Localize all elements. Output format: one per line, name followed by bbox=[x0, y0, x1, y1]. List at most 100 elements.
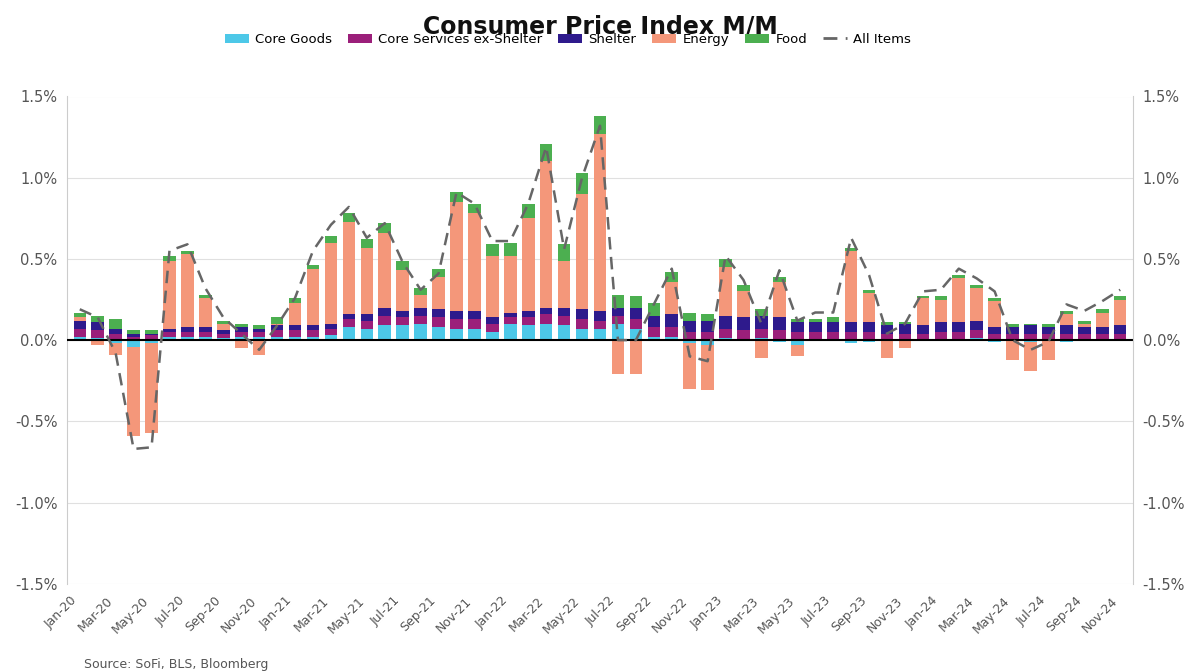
Bar bbox=[271, 330, 283, 337]
Bar bbox=[91, 316, 104, 322]
Bar bbox=[396, 325, 409, 340]
Legend: Core Goods, Core Services ex-Shelter, Shelter, Energy, Food, All Items: Core Goods, Core Services ex-Shelter, Sh… bbox=[220, 28, 917, 51]
Bar bbox=[737, 330, 750, 340]
Bar bbox=[127, 340, 140, 347]
Bar bbox=[576, 309, 588, 319]
Bar bbox=[307, 268, 319, 325]
Bar bbox=[630, 340, 642, 374]
Bar bbox=[917, 333, 929, 340]
Line: All Items: All Items bbox=[79, 125, 1121, 449]
Bar bbox=[127, 333, 140, 337]
Bar bbox=[827, 332, 840, 340]
Bar bbox=[91, 330, 104, 338]
Bar bbox=[325, 324, 337, 329]
Bar bbox=[881, 340, 893, 358]
Bar bbox=[989, 298, 1001, 301]
Bar bbox=[899, 324, 911, 333]
Bar bbox=[468, 319, 481, 329]
Bar bbox=[953, 275, 965, 278]
Bar bbox=[73, 329, 86, 337]
Bar bbox=[1007, 324, 1019, 327]
Bar bbox=[450, 329, 463, 340]
Bar bbox=[289, 298, 301, 303]
Bar bbox=[576, 329, 588, 340]
All Items bbox=[647, 301, 661, 309]
Bar bbox=[181, 254, 193, 327]
Bar bbox=[217, 338, 229, 340]
Bar bbox=[755, 329, 768, 338]
Bar bbox=[558, 244, 570, 260]
Bar bbox=[289, 337, 301, 340]
Bar bbox=[414, 316, 427, 324]
Bar bbox=[845, 322, 858, 332]
Bar bbox=[199, 295, 211, 298]
Bar bbox=[558, 307, 570, 316]
Bar bbox=[540, 314, 552, 324]
Bar bbox=[935, 297, 947, 299]
Bar bbox=[971, 338, 983, 340]
Bar bbox=[342, 213, 355, 221]
Bar bbox=[342, 327, 355, 340]
Bar bbox=[791, 319, 804, 322]
Bar bbox=[432, 317, 445, 327]
Bar bbox=[1007, 333, 1019, 340]
Bar bbox=[755, 340, 768, 358]
Bar bbox=[773, 282, 786, 317]
Bar bbox=[1025, 333, 1037, 340]
Bar bbox=[360, 321, 373, 329]
Bar bbox=[1096, 313, 1109, 327]
Bar bbox=[342, 221, 355, 314]
Bar bbox=[576, 194, 588, 309]
Bar bbox=[1096, 327, 1109, 333]
Bar bbox=[630, 307, 642, 319]
Bar bbox=[522, 317, 534, 325]
Bar bbox=[989, 301, 1001, 327]
Bar bbox=[971, 285, 983, 288]
Bar bbox=[630, 329, 642, 340]
Bar bbox=[199, 298, 211, 327]
Bar bbox=[1042, 340, 1055, 360]
Bar bbox=[684, 340, 696, 344]
Bar bbox=[648, 327, 660, 337]
Bar bbox=[1060, 325, 1073, 333]
Bar bbox=[755, 316, 768, 329]
Bar bbox=[181, 337, 193, 340]
Bar bbox=[612, 307, 624, 316]
Bar bbox=[917, 298, 929, 325]
Bar bbox=[486, 324, 499, 332]
Bar bbox=[1096, 333, 1109, 340]
Bar bbox=[666, 327, 678, 337]
Bar bbox=[342, 319, 355, 327]
Bar bbox=[73, 337, 86, 340]
Bar bbox=[612, 340, 624, 374]
Bar bbox=[432, 327, 445, 340]
Bar bbox=[648, 337, 660, 340]
All Items bbox=[198, 284, 212, 292]
Bar bbox=[773, 276, 786, 282]
Bar bbox=[468, 204, 481, 213]
Bar bbox=[540, 307, 552, 314]
Bar bbox=[863, 322, 875, 332]
Text: Source: SoFi, BLS, Bloomberg: Source: SoFi, BLS, Bloomberg bbox=[84, 658, 269, 670]
Bar bbox=[684, 313, 696, 321]
Bar bbox=[863, 290, 875, 293]
Bar bbox=[1096, 309, 1109, 313]
Bar bbox=[235, 324, 247, 327]
Bar bbox=[630, 297, 642, 307]
Bar bbox=[73, 321, 86, 329]
Bar bbox=[791, 345, 804, 356]
Bar bbox=[1078, 321, 1091, 324]
Bar bbox=[648, 316, 660, 327]
Bar bbox=[253, 332, 265, 337]
Bar bbox=[989, 340, 1001, 342]
Bar bbox=[145, 340, 158, 344]
Bar bbox=[666, 282, 678, 314]
Bar bbox=[540, 324, 552, 340]
Bar bbox=[576, 173, 588, 194]
Bar bbox=[522, 204, 534, 218]
Bar bbox=[684, 344, 696, 389]
Bar bbox=[809, 319, 822, 322]
Bar bbox=[989, 333, 1001, 340]
Bar bbox=[1114, 297, 1127, 299]
Bar bbox=[360, 329, 373, 340]
